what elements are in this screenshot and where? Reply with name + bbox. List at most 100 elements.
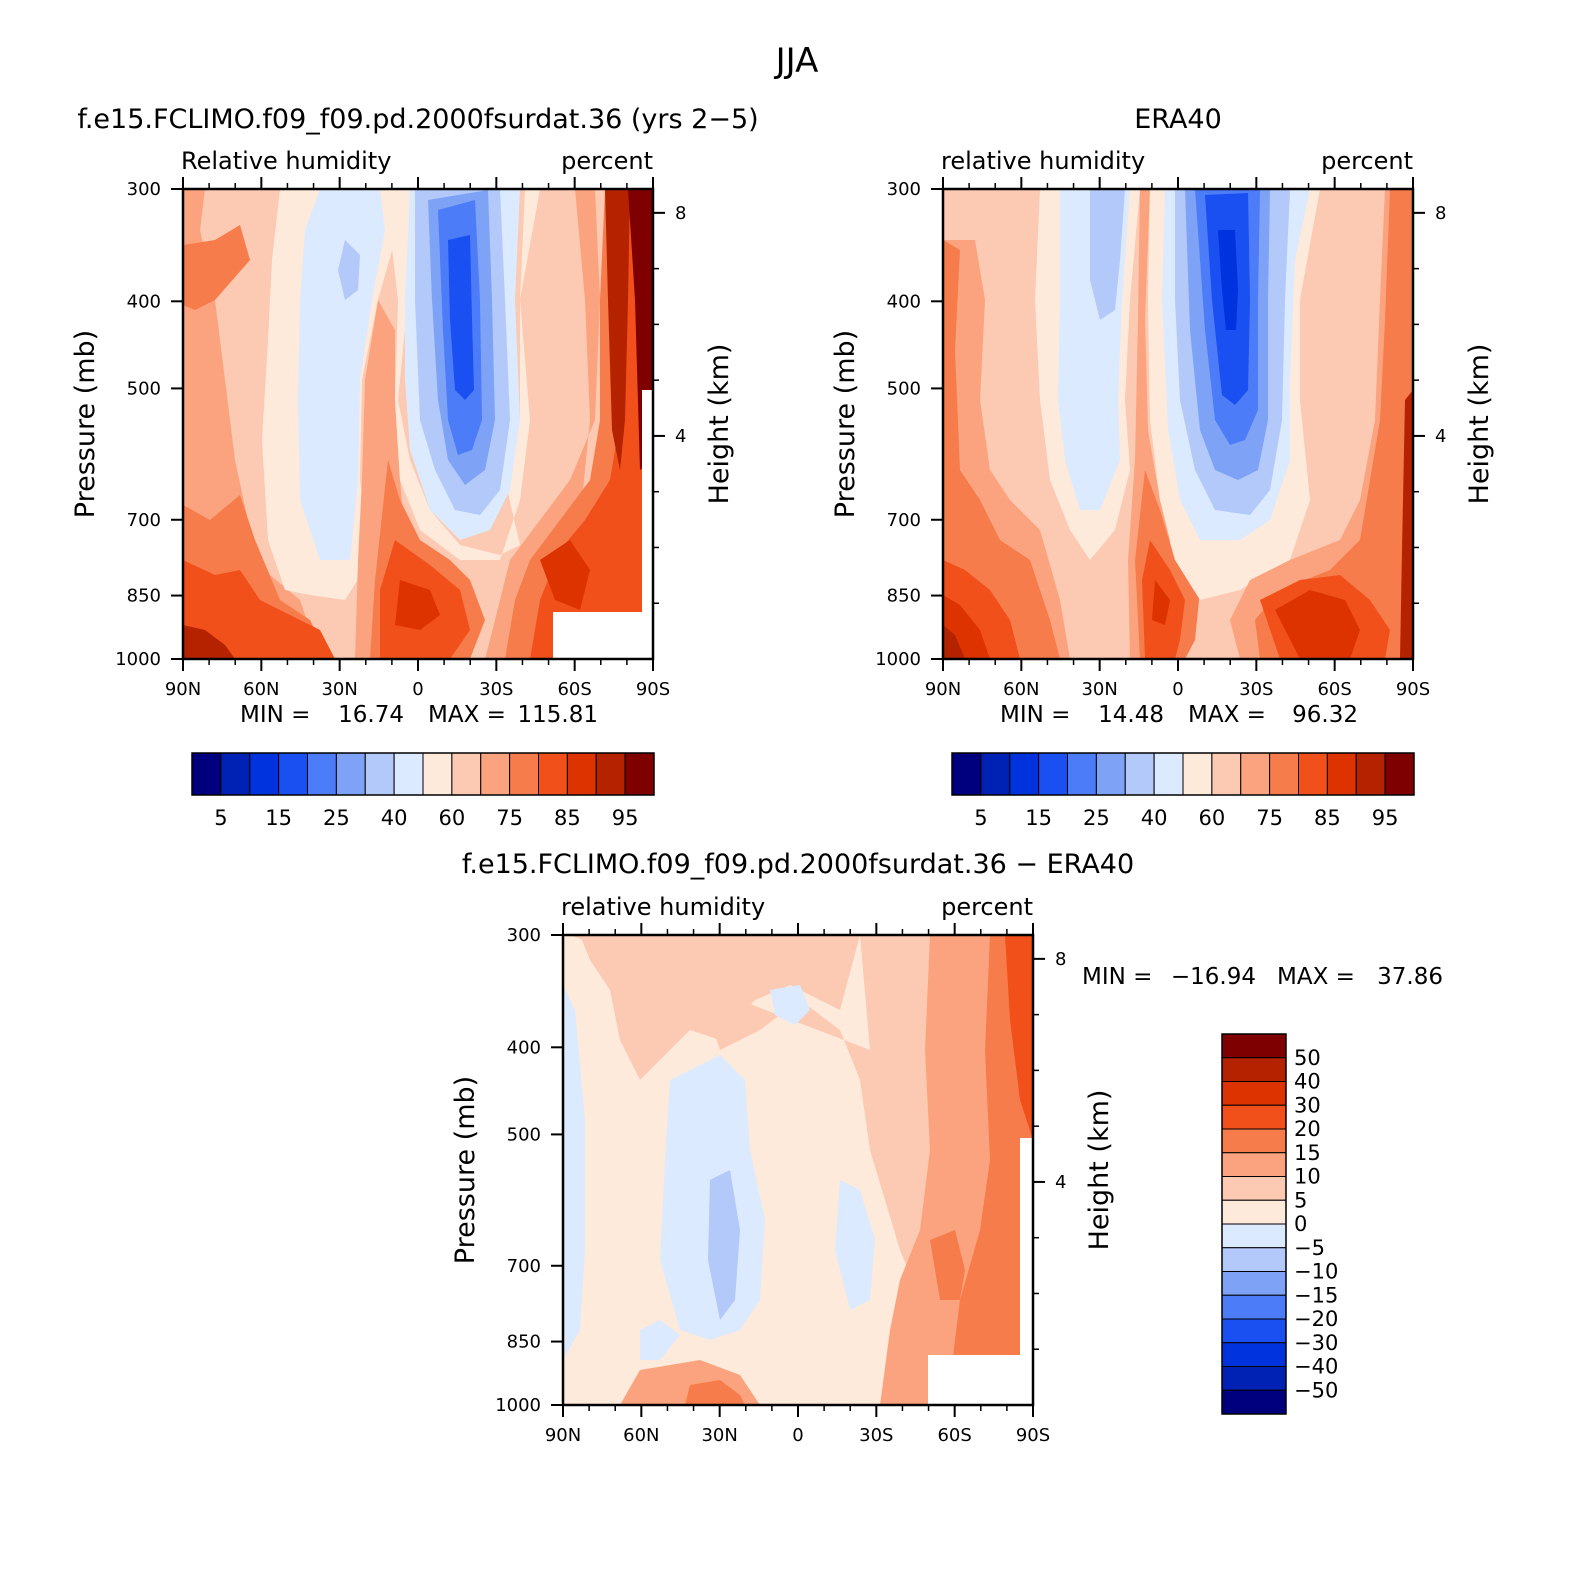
y-tick-label: 850 bbox=[127, 586, 161, 607]
y-tick-label: 500 bbox=[887, 378, 921, 399]
panel-era40-ylabel: Pressure (mb) bbox=[830, 330, 861, 518]
panel-model-title: f.e15.FCLIMO.f09_f09.pd.2000fsurdat.36 (… bbox=[77, 104, 758, 135]
panel-era40-axes: 90N 60N 30N 0 30S 60S 90S 300 400 500 700 850 1000 8 4 bbox=[875, 177, 1446, 700]
panel-era40-max-label: MAX = bbox=[1188, 702, 1266, 728]
x-tick-label: 0 bbox=[1172, 679, 1183, 700]
panel-diff-stats: MIN = −16.94 MAX = 37.86 bbox=[1082, 964, 1443, 990]
x-tick-label: 90N bbox=[545, 1425, 581, 1446]
colorbar-tick-label: −30 bbox=[1294, 1331, 1338, 1355]
figure-title: JJA bbox=[774, 41, 819, 81]
colorbar-swatch bbox=[1124, 752, 1155, 796]
colorbar-tick-label: 25 bbox=[323, 806, 350, 830]
height-tick-label: 8 bbox=[1055, 949, 1066, 970]
diff-band-deeporange-low bbox=[685, 1380, 745, 1405]
height-tick-label: 8 bbox=[1435, 203, 1446, 224]
y-tick-label: 1000 bbox=[495, 1395, 541, 1416]
colorbar-swatch bbox=[1221, 1366, 1287, 1391]
colorbar-swatch bbox=[307, 752, 337, 796]
era-band-darkred-eq bbox=[1152, 580, 1170, 625]
panel-model-min-label: MIN = bbox=[240, 702, 310, 728]
panel-model-stats: MIN = 16.74 MAX = 115.81 bbox=[240, 702, 598, 728]
x-tick-label: 90N bbox=[165, 679, 201, 700]
era-band-maroon-left bbox=[943, 625, 965, 659]
diff-band-blue-eqs bbox=[835, 1180, 875, 1310]
panel-era40-right-label: percent bbox=[1321, 147, 1413, 175]
colorbar-swatch bbox=[1221, 1104, 1287, 1130]
x-tick-label: 90N bbox=[925, 679, 961, 700]
colorbar-tick-label: 40 bbox=[381, 806, 408, 830]
colorbar-swatch bbox=[566, 752, 597, 796]
panel-diff-left-label: relative humidity bbox=[561, 893, 765, 921]
y-tick-label: 850 bbox=[887, 586, 921, 607]
colorbar-tick-label: 40 bbox=[1141, 806, 1168, 830]
colorbar-swatch bbox=[335, 752, 366, 796]
x-tick-label: 60N bbox=[1003, 679, 1039, 700]
diff-band-deeporange-mid bbox=[930, 1230, 965, 1300]
panel-diff-max-value: 37.86 bbox=[1377, 964, 1443, 990]
colorbar-swatch bbox=[624, 752, 655, 796]
y-tick-label: 400 bbox=[887, 291, 921, 312]
panel-diff-right-label: percent bbox=[941, 893, 1033, 921]
panel-model-min-value: 16.74 bbox=[338, 702, 404, 728]
colorbar-tick-label: 15 bbox=[1025, 806, 1052, 830]
x-tick-label: 0 bbox=[412, 679, 423, 700]
era-band-deeporange-sh bbox=[1255, 189, 1413, 659]
colorbar-swatch bbox=[951, 752, 982, 796]
x-tick-label: 0 bbox=[792, 1425, 803, 1446]
panel-diff-field bbox=[563, 935, 1033, 1405]
diff-missing-data bbox=[928, 1355, 1033, 1405]
colorbar-swatch bbox=[1221, 1176, 1287, 1201]
x-tick-label: 30S bbox=[1239, 679, 1273, 700]
colorbar-tick-label: 75 bbox=[1256, 806, 1283, 830]
panel-model-field bbox=[183, 189, 653, 659]
model-band-blue-30n bbox=[338, 240, 360, 300]
x-tick-label: 30N bbox=[701, 1425, 737, 1446]
model-band-maroon-sh bbox=[605, 189, 630, 470]
height-tick-label: 4 bbox=[675, 426, 686, 447]
model-band-red-low bbox=[183, 560, 335, 659]
panel-model: f.e15.FCLIMO.f09_f09.pd.2000fsurdat.36 (… bbox=[70, 104, 759, 830]
colorbar-swatch bbox=[1326, 752, 1357, 796]
colorbar-tick-label: 15 bbox=[1294, 1141, 1321, 1165]
diff-band-deeporange-sh bbox=[920, 935, 1033, 1405]
y-tick-label: 700 bbox=[127, 510, 161, 531]
colorbar-tick-label: 40 bbox=[1294, 1070, 1321, 1094]
panel-era40-ylabel-right: Height (km) bbox=[1464, 344, 1495, 505]
era-band-blue5-trop bbox=[1218, 230, 1238, 330]
panel-diff-axes: 90N 60N 30N 0 30S 60S 90S 300 400 500 700 850 1000 8 4 bbox=[495, 923, 1066, 1446]
colorbar-swatch bbox=[191, 752, 222, 796]
colorbar-swatch bbox=[1221, 1033, 1287, 1059]
colorbar-swatch bbox=[1221, 1247, 1287, 1272]
x-tick-label: 60S bbox=[937, 1425, 971, 1446]
panel-model-colorbar: 5 15 25 40 60 75 85 95 bbox=[191, 752, 655, 830]
x-tick-label: 90S bbox=[1016, 1425, 1050, 1446]
model-missing-data bbox=[553, 612, 653, 659]
colorbar-swatch bbox=[980, 752, 1011, 796]
x-tick-label: 30N bbox=[321, 679, 357, 700]
colorbar-swatch bbox=[1038, 752, 1068, 796]
colorbar-swatch bbox=[538, 752, 568, 796]
y-tick-label: 400 bbox=[507, 1037, 541, 1058]
diff-band-blue-top bbox=[770, 985, 810, 1025]
colorbar-swatch bbox=[1211, 752, 1242, 796]
colorbar-swatch bbox=[1153, 752, 1184, 796]
colorbar-tick-label: −50 bbox=[1294, 1378, 1338, 1402]
panel-diff-min-label: MIN = bbox=[1082, 964, 1152, 990]
colorbar-swatch bbox=[1221, 1128, 1287, 1154]
colorbar-swatch bbox=[422, 752, 453, 796]
y-tick-label: 300 bbox=[127, 179, 161, 200]
height-tick-label: 4 bbox=[1055, 1172, 1066, 1193]
colorbar-frame bbox=[951, 752, 1415, 796]
colorbar-tick-label: 60 bbox=[1199, 806, 1226, 830]
colorbar-frame bbox=[1221, 1033, 1287, 1415]
x-tick-label: 90S bbox=[636, 679, 670, 700]
x-tick-label: 90S bbox=[1396, 679, 1430, 700]
colorbar-tick-label: 5 bbox=[974, 806, 987, 830]
panel-model-ylabel-right: Height (km) bbox=[704, 344, 735, 505]
colorbar-tick-label: 95 bbox=[612, 806, 639, 830]
colorbar-swatch bbox=[1355, 752, 1386, 796]
diff-band-light-upper bbox=[580, 935, 860, 1080]
y-tick-label: 850 bbox=[507, 1332, 541, 1353]
